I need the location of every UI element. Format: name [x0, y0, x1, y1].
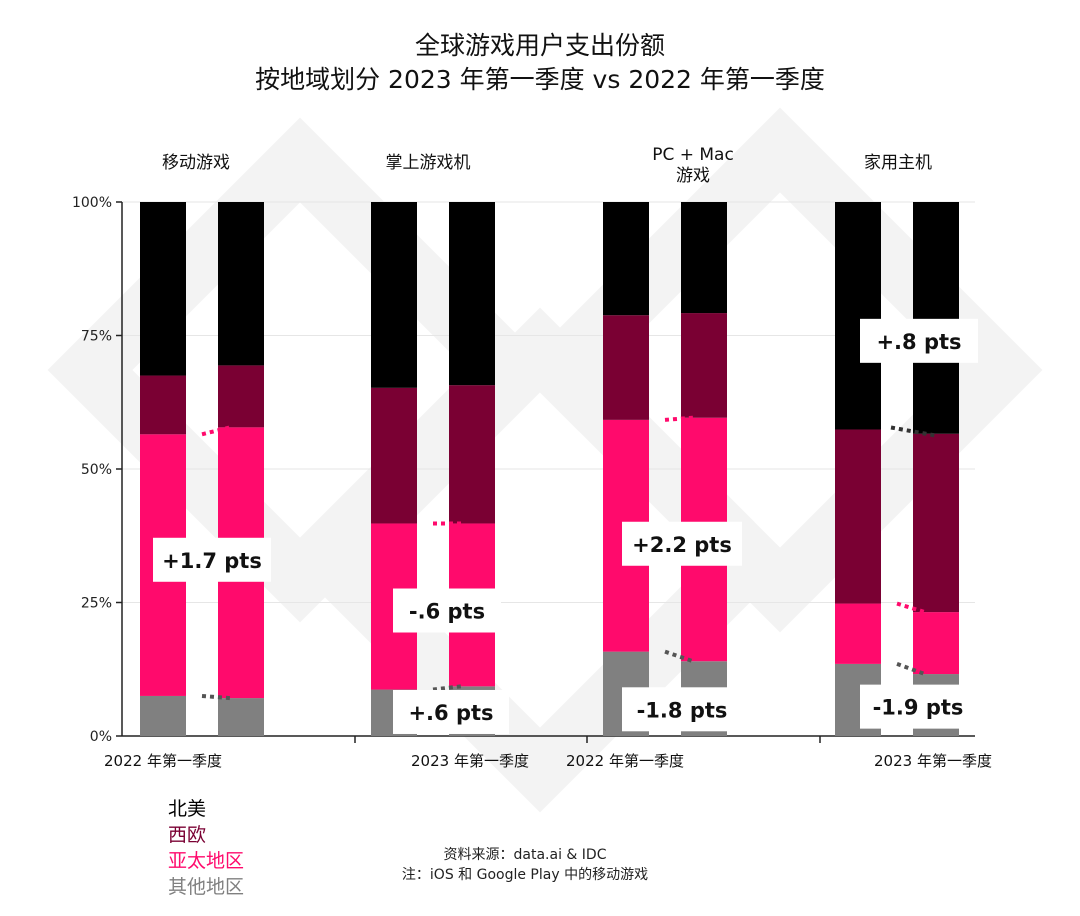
y-tick-label: 50% — [81, 462, 112, 478]
annotation-box — [153, 537, 271, 582]
bar-segment-0-1 — [218, 202, 264, 366]
annotation-label: +.8 pts — [876, 330, 961, 354]
group-header: 移动游戏 — [162, 153, 230, 173]
bar-segment-0-0 — [140, 695, 186, 736]
bar-segment-1-0 — [371, 202, 417, 388]
legend-item-asia-pacific: 亚太地区 — [168, 850, 245, 872]
annotation-label: -.6 pts — [409, 600, 485, 624]
bar-segment-2-1 — [681, 313, 727, 418]
bar-segment-0-1 — [218, 698, 264, 736]
change-connector — [896, 601, 926, 615]
x-axis-label: 2023 年第一季度 — [874, 752, 992, 770]
annotation-label: -1.8 pts — [637, 698, 728, 722]
group-header: 家用主机 — [864, 153, 932, 173]
annotation-box — [622, 521, 742, 566]
annotation-box — [393, 689, 509, 734]
change-connector — [664, 649, 694, 664]
y-tick-label: 100% — [72, 195, 112, 211]
bar-segment-2-1 — [681, 202, 727, 314]
bar-segment-1-1 — [449, 202, 495, 386]
annotation-label: -1.9 pts — [873, 696, 964, 720]
x-axis-label: 2023 年第一季度 — [411, 752, 529, 770]
change-connector — [896, 662, 926, 676]
bar-segment-1-1 — [449, 385, 495, 524]
bar-segment-0-1 — [218, 365, 264, 428]
legend: 北美 西欧 亚太地区 其他地区 — [168, 796, 244, 900]
bar-segment-2-0 — [603, 202, 649, 316]
y-tick-label: 0% — [90, 729, 112, 745]
bar-segment-0-0 — [140, 375, 186, 435]
bar-segment-3-0 — [835, 603, 881, 664]
bar-segment-2-0 — [603, 315, 649, 420]
x-axis-label: 2022 年第一季度 — [566, 752, 684, 770]
annotation-box — [622, 687, 742, 732]
bar-segment-3-1 — [913, 433, 959, 613]
annotation-label: +2.2 pts — [632, 533, 732, 557]
bar-segment-3-1 — [913, 612, 959, 675]
y-tick-label: 25% — [81, 596, 112, 612]
source-note: 资料来源：data.ai & IDC 注：iOS 和 Google Play 中… — [360, 845, 690, 885]
bar-segment-3-1 — [913, 202, 959, 434]
chart-title: 全球游戏用户支出份额 — [414, 31, 665, 60]
bar-segment-3-0 — [835, 429, 881, 604]
x-axis-label: 2022 年第一季度 — [104, 752, 222, 770]
change-connector — [201, 425, 231, 437]
group-header: 掌上游戏机 — [386, 153, 471, 173]
bar-segment-3-0 — [835, 202, 881, 430]
chart-subtitle: 按地域划分 2023 年第一季度 vs 2022 年第一季度 — [255, 65, 825, 94]
annotation-box — [393, 588, 501, 633]
note-line: 注：iOS 和 Google Play 中的移动游戏 — [401, 867, 649, 883]
legend-item-rest-of-world: 其他地区 — [168, 876, 245, 898]
group-header-line2: 游戏 — [676, 166, 710, 186]
legend-item-north-america: 北美 — [168, 798, 207, 820]
annotation-label: +.6 pts — [408, 701, 493, 725]
legend-item-western-europe: 西欧 — [168, 824, 207, 846]
annotation-box — [860, 318, 978, 363]
group-header-line1: PC + Mac — [652, 145, 734, 165]
y-tick-label: 75% — [81, 329, 112, 345]
source-line: 资料来源：data.ai & IDC — [443, 847, 607, 863]
bar-segment-0-0 — [140, 202, 186, 376]
annotation-label: +1.7 pts — [162, 549, 262, 573]
bar-segment-1-0 — [371, 387, 417, 524]
annotation-box — [860, 684, 976, 729]
